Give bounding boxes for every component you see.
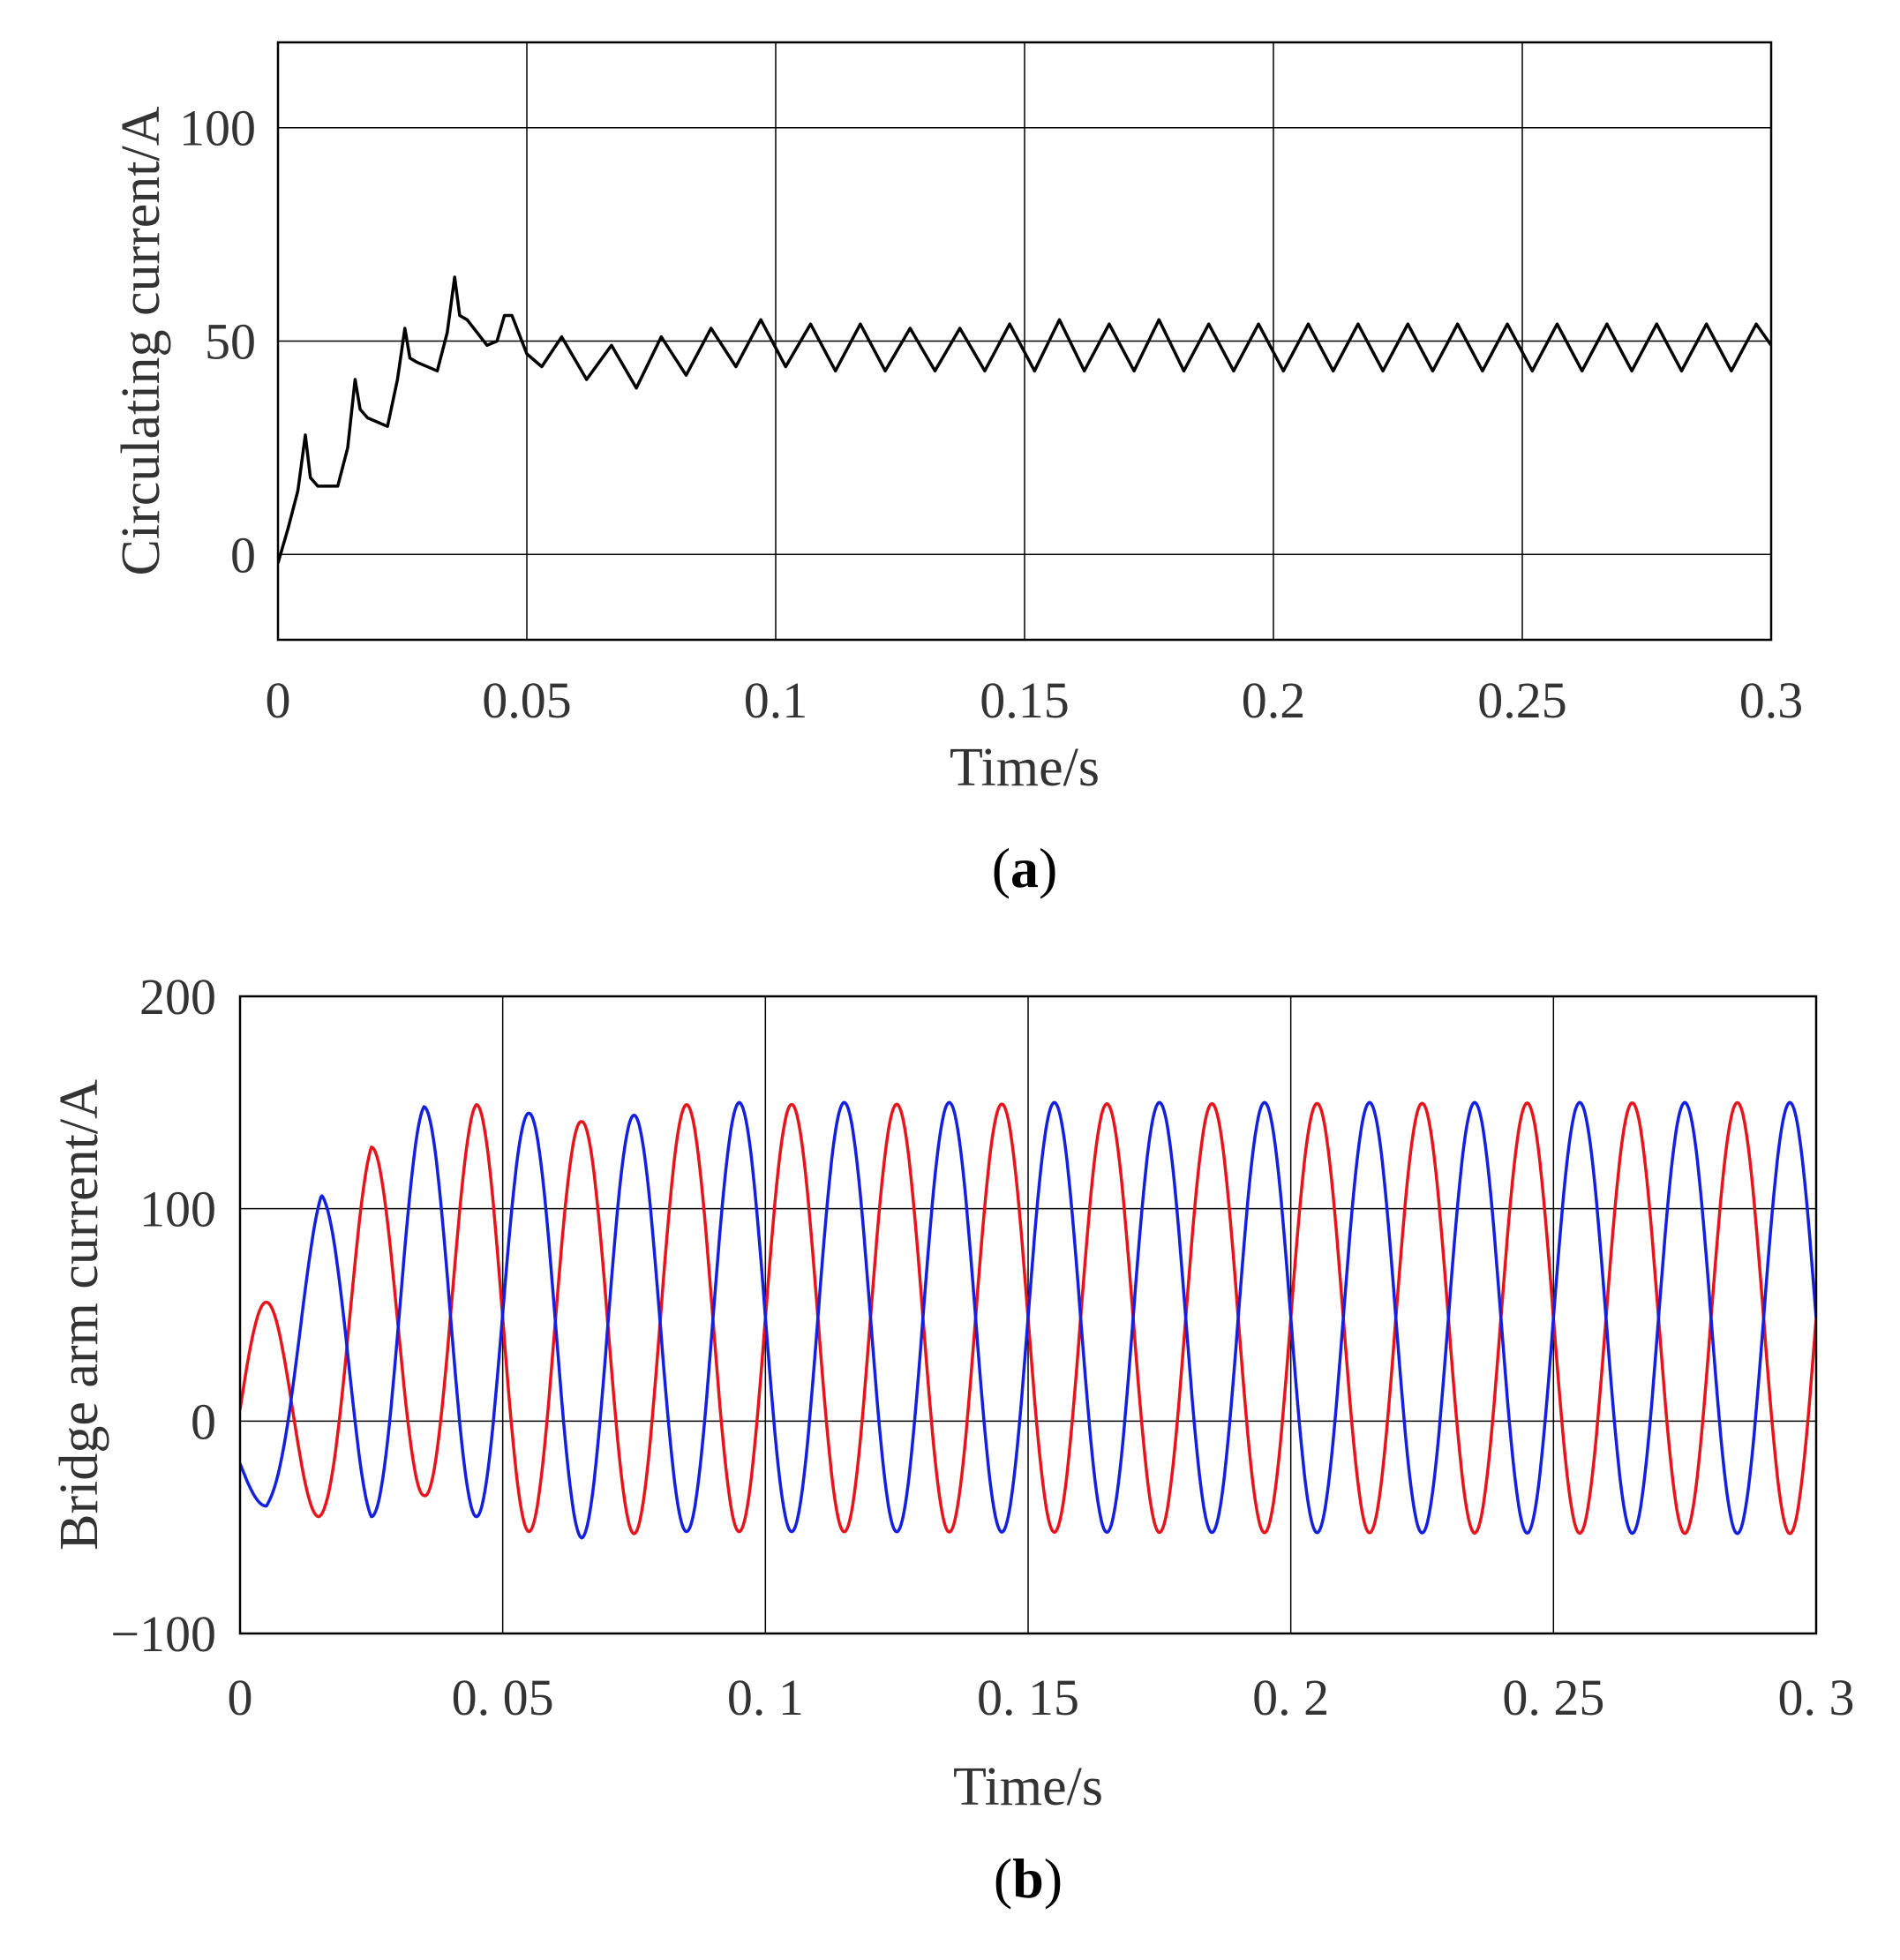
x-tick-label: 0. 2 [1252, 1669, 1329, 1726]
y-tick-label: 100 [179, 100, 256, 157]
x-tick-label: 0.05 [482, 672, 572, 729]
x-tick-label: 0 [228, 1669, 253, 1726]
plot-frame-a [276, 41, 1773, 642]
panel-caption-a: (a) [992, 837, 1058, 899]
caption-letter-b: b [1012, 1847, 1044, 1910]
x-tick-label: 0.2 [1242, 672, 1306, 729]
y-tick-label: −100 [110, 1605, 216, 1663]
x-tick-label: 0. 25 [1502, 1669, 1604, 1726]
series-group-b [240, 1100, 1816, 1540]
series-line [278, 275, 1771, 564]
y-tick-labels-a: 0 50 100 [179, 100, 256, 584]
x-tick-label: 0. 15 [977, 1669, 1079, 1726]
y-tick-label: 0 [191, 1393, 216, 1450]
y-axis-label-b: Bridge arm current/A [49, 1079, 109, 1551]
caption-close-b: ) [1044, 1847, 1063, 1910]
x-tick-labels-b: 0 0. 05 0. 1 0. 15 0. 2 0. 25 0. 3 [228, 1669, 1855, 1726]
y-tick-labels-b: −100 0 100 200 [110, 968, 216, 1663]
x-tick-label: 0. 1 [727, 1669, 804, 1726]
caption-open-b: ( [994, 1847, 1012, 1910]
chart-panel-b: 0 0. 05 0. 1 0. 15 0. 2 0. 25 0. 3 −1000100200… [49, 968, 1855, 1910]
y-axis-label-a: Circulating current/A [111, 106, 171, 575]
x-tick-label: 0.3 [1739, 672, 1804, 729]
x-tick-label: 0.15 [980, 672, 1070, 729]
x-tick-label: 0. 05 [452, 1669, 554, 1726]
x-axis-label-a: Time/s [950, 738, 1100, 798]
x-tick-label: 0 [266, 672, 291, 729]
y-tick-label: 200 [139, 968, 216, 1025]
y-tick-label: 0 [230, 526, 256, 583]
x-tick-label: 0.1 [744, 672, 808, 729]
gridlines-a [278, 42, 1771, 640]
x-tick-label: 0.25 [1477, 672, 1567, 729]
x-axis-label-b: Time/s [953, 1757, 1103, 1817]
caption-open-a: ( [992, 837, 1010, 899]
chart-panel-a: 0 0.05 0.1 0.15 0.2 0.25 0.3 0 50 100 Time/s Cir… [111, 41, 1804, 899]
series-group-a [278, 275, 1771, 564]
x-tick-label: 0. 3 [1778, 1669, 1855, 1726]
x-tick-labels-a: 0 0.05 0.1 0.15 0.2 0.25 0.3 [266, 672, 1804, 729]
panel-caption-b: (b) [994, 1847, 1063, 1910]
plot-frame-b [238, 995, 1818, 1635]
y-tick-label: 100 [139, 1181, 216, 1238]
series-line [240, 1100, 1816, 1540]
caption-close-a: ) [1039, 837, 1057, 899]
y-tick-label: 50 [205, 313, 256, 371]
caption-letter-a: a [1010, 837, 1039, 899]
